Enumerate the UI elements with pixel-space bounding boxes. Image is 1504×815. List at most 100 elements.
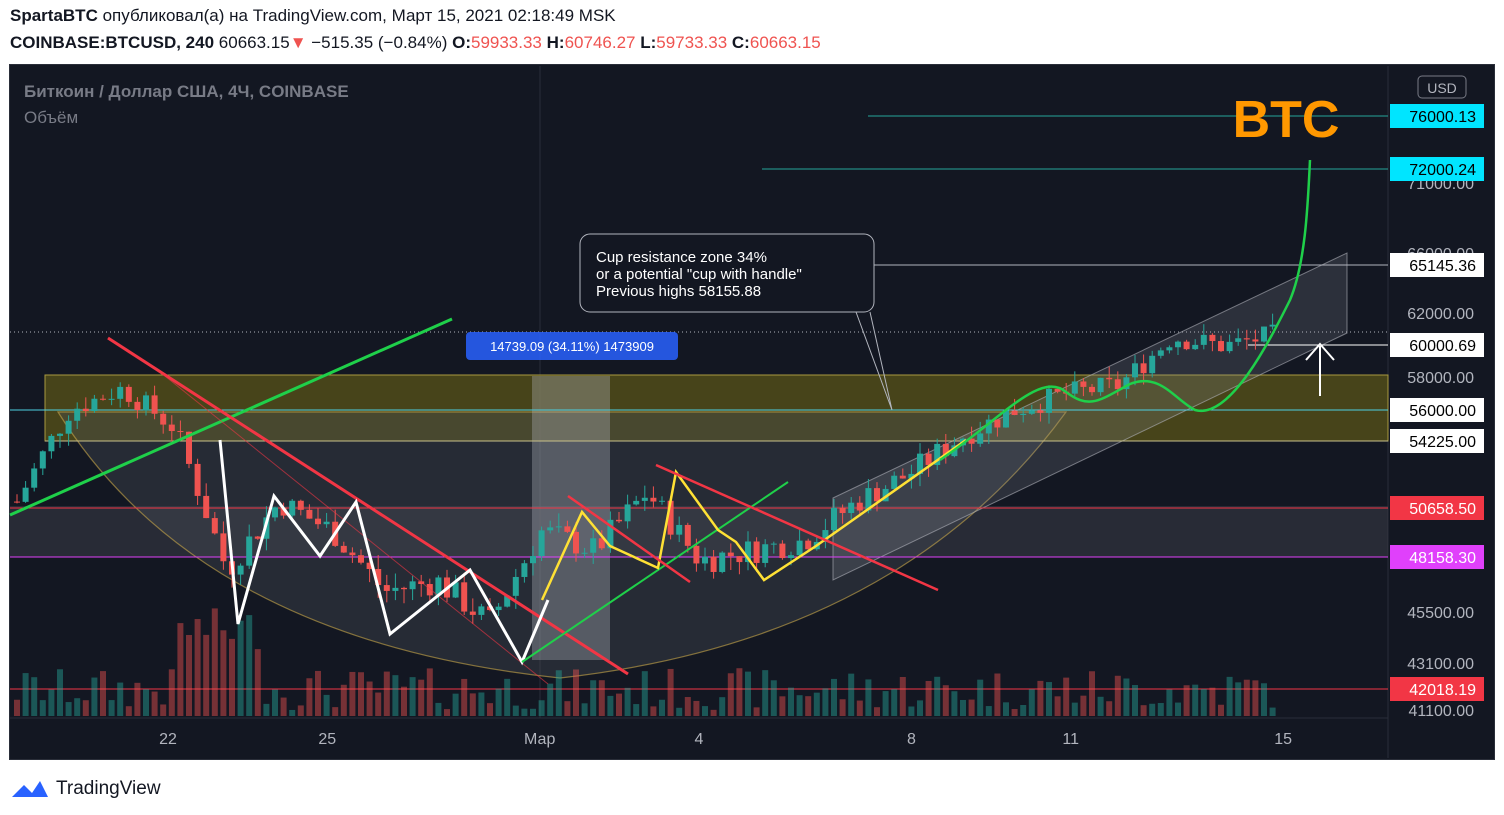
volume-bar: [977, 679, 984, 716]
note-callout-box[interactable]: [579, 233, 875, 313]
high-value: 60746.27: [564, 33, 636, 52]
volume-bar: [160, 704, 167, 716]
candle-body: [521, 563, 528, 577]
candle-body: [349, 552, 356, 556]
volume-bar: [684, 697, 691, 716]
measure-box[interactable]: [532, 376, 610, 660]
candle-body: [39, 451, 46, 469]
rising-channel[interactable]: [832, 252, 1348, 581]
red-flag-line-1[interactable]: [567, 494, 691, 584]
candle-body: [134, 401, 141, 411]
volume-bar: [1132, 685, 1138, 716]
price-axis-tick: 43100.00: [1407, 656, 1474, 673]
candle-body: [358, 555, 364, 563]
volume-bar: [358, 672, 364, 716]
volume-bar: [1114, 675, 1121, 716]
candle-body: [409, 581, 416, 590]
volume-bar: [220, 630, 227, 716]
green-channel-line[interactable]: [521, 481, 789, 663]
down-arrow-icon: ▼: [289, 33, 307, 52]
candle-body: [1123, 377, 1130, 390]
candle-body: [254, 536, 261, 539]
measure-label-box[interactable]: [466, 332, 678, 360]
volume-bar: [1106, 701, 1113, 716]
cup-shape[interactable]: [56, 411, 1068, 679]
candle-body: [624, 504, 631, 522]
close-label: C:: [731, 33, 750, 52]
volume-bar: [211, 608, 218, 716]
volume-bar: [521, 708, 528, 716]
volume-bar: [1269, 707, 1276, 716]
volume-bar: [1071, 702, 1078, 716]
candle-body: [555, 526, 562, 528]
candle-body: [856, 502, 863, 511]
price-level-tag: [1390, 429, 1484, 453]
volume-bar: [813, 692, 820, 716]
volume-bar: [452, 693, 459, 716]
price-level-tag: [1390, 104, 1484, 128]
candle-body: [211, 518, 218, 534]
price-level-tag: [1390, 677, 1484, 701]
volume-indicator-label[interactable]: Объём: [24, 108, 78, 127]
volume-bar: [745, 671, 751, 716]
candle-body: [762, 544, 769, 563]
volume-bar: [143, 689, 149, 716]
candle-body: [1011, 410, 1018, 415]
candle-body: [1269, 324, 1276, 327]
candle-body: [375, 569, 382, 586]
volume-bar: [383, 671, 390, 716]
green-projection-curve[interactable]: [939, 159, 1312, 462]
volume-bar: [125, 706, 132, 716]
price-level-label: 50658.50: [1409, 501, 1476, 518]
candle-body: [1166, 347, 1173, 351]
footer-brand[interactable]: TradingView: [56, 778, 161, 799]
author-name[interactable]: SpartaBTC: [10, 6, 98, 25]
upward-arrow-icon[interactable]: [1305, 342, 1335, 361]
volume-bar: [91, 677, 98, 716]
volume-bar: [1183, 685, 1190, 716]
candle-body: [547, 527, 554, 531]
candle-body: [203, 495, 210, 519]
volume-bar: [676, 707, 683, 716]
candle-body: [461, 582, 468, 612]
candle-body: [272, 507, 278, 518]
candle-body: [1200, 334, 1207, 345]
candle-body: [564, 526, 571, 532]
volume-bar: [1080, 695, 1087, 716]
volume-bar: [495, 688, 502, 716]
price-level-tag: [1390, 496, 1484, 520]
candle-body: [581, 552, 588, 554]
candle-body: [160, 413, 167, 425]
volume-bar: [340, 684, 347, 716]
volume-bar: [57, 669, 63, 716]
cup-resistance-zone[interactable]: [44, 374, 1389, 442]
volume-bar: [504, 678, 511, 716]
volume-bar: [736, 668, 743, 716]
volume-bar: [48, 689, 55, 716]
candle-body: [839, 507, 846, 514]
candle-body: [315, 518, 321, 525]
volume-bar: [74, 698, 81, 716]
volume-bar: [598, 680, 605, 716]
volume-bar: [134, 682, 141, 716]
candle-body: [942, 443, 949, 457]
volume-bar: [882, 691, 889, 716]
candle-body: [693, 545, 700, 564]
candle-body: [57, 433, 63, 436]
volume-bar: [934, 676, 941, 716]
currency-box[interactable]: [1417, 75, 1467, 99]
candle-body: [100, 398, 106, 400]
candle-body: [1046, 388, 1052, 413]
candle-body: [865, 488, 872, 511]
red-flag-line-2[interactable]: [655, 463, 939, 592]
symbol-label: COINBASE:BTCUSD, 240: [10, 33, 215, 52]
candle-body: [1235, 338, 1242, 342]
candle-body: [366, 562, 373, 570]
volume-bar: [22, 673, 29, 716]
white-zigzag-line[interactable]: [218, 439, 550, 666]
volume-bar: [246, 615, 253, 716]
candle-body: [82, 408, 89, 412]
volume-bar: [650, 706, 657, 716]
yellow-zigzag-line[interactable]: [540, 438, 967, 601]
